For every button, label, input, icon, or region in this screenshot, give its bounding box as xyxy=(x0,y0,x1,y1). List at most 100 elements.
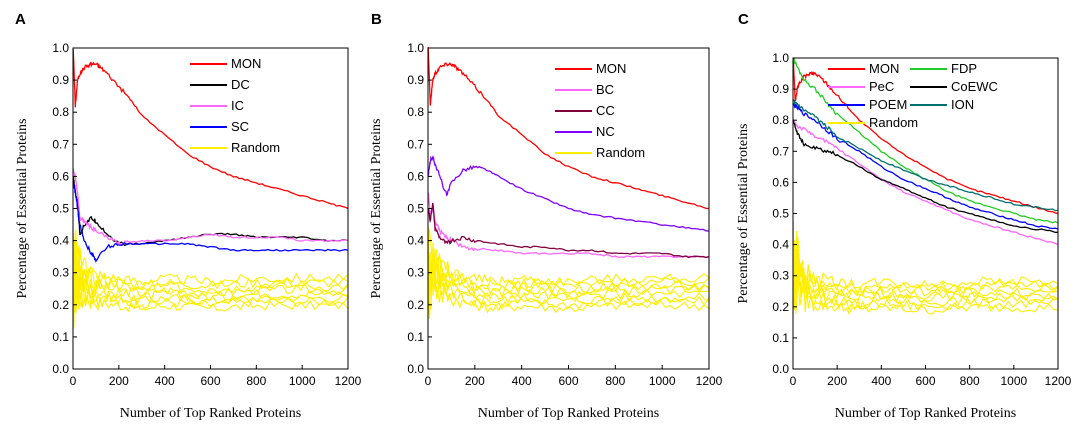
legend: MON PeC POEM Random FDP CoEWC ION xyxy=(828,61,998,130)
x-tick-label: 800 xyxy=(605,374,625,388)
legend-label-random: Random xyxy=(869,115,918,130)
x-axis-title: Number of Top Ranked Proteins xyxy=(835,406,1017,421)
series-line-random xyxy=(73,256,348,327)
legend-label-mon: MON xyxy=(869,61,899,76)
y-axis-title: Percentage of Essential Proteins xyxy=(369,118,384,298)
series-line-random xyxy=(793,221,1058,293)
legend-label-nc: NC xyxy=(596,124,615,139)
series-line-random xyxy=(793,232,1058,299)
y-tick-label: 0.4 xyxy=(52,234,69,248)
x-tick-label: 1000 xyxy=(1000,374,1027,388)
series-line-ion xyxy=(793,100,1058,211)
y-tick-label: 0.8 xyxy=(772,113,789,127)
legend-label-mon: MON xyxy=(231,56,261,71)
series-line-mon xyxy=(428,47,709,209)
y-tick-label: 1.0 xyxy=(52,41,69,55)
y-axis-title: Percentage of Essential Proteins xyxy=(736,123,751,303)
series-line-pec xyxy=(793,120,1058,245)
y-tick-label: 0.2 xyxy=(407,298,424,312)
y-tick-label: 0.2 xyxy=(772,300,789,314)
x-tick-label: 400 xyxy=(155,374,175,388)
chart-panel-c: C 0.0 0.1 0.2 0.3 0.4 0.5 0.6 0.7 0.8 0.9 1.0 0 200 40… xyxy=(736,11,1072,421)
y-tick-label: 0.0 xyxy=(52,362,69,376)
x-tick-label: 400 xyxy=(512,374,532,388)
series-line-nc xyxy=(428,157,709,231)
y-tick-label: 0.5 xyxy=(407,202,424,216)
y-tick-label: 0.4 xyxy=(407,234,424,248)
legend: MON DC IC SC Random xyxy=(190,56,280,155)
y-tick-label: 0.9 xyxy=(772,82,789,96)
y-tick-label: 0.8 xyxy=(52,105,69,119)
x-tick-label: 200 xyxy=(827,374,847,388)
y-tick-label: 0.1 xyxy=(407,330,424,344)
legend-label-random: Random xyxy=(596,145,645,160)
legend-label-poem: POEM xyxy=(869,97,907,112)
legend-label-dc: DC xyxy=(231,77,250,92)
x-tick-label: 1200 xyxy=(696,374,723,388)
y-tick-label: 0.3 xyxy=(772,269,789,283)
x-axis-title: Number of Top Ranked Proteins xyxy=(478,406,660,421)
y-tick-label: 0.1 xyxy=(52,330,69,344)
y-tick-label: 0.0 xyxy=(772,362,789,376)
x-tick-label: 600 xyxy=(915,374,935,388)
y-tick-label: 0.5 xyxy=(772,207,789,221)
x-tick-label: 800 xyxy=(960,374,980,388)
y-tick-label: 0.1 xyxy=(772,331,789,345)
y-tick-label: 0.3 xyxy=(52,266,69,280)
panel-letter: C xyxy=(738,11,749,28)
y-tick-label: 0.6 xyxy=(52,169,69,183)
series-line-random xyxy=(428,241,709,285)
series-line-sc xyxy=(73,183,348,261)
legend-label-coewc: CoEWC xyxy=(951,79,998,94)
x-tick-label: 800 xyxy=(246,374,266,388)
y-axis-title: Percentage of Essential Proteins xyxy=(15,118,30,298)
legend-label-random: Random xyxy=(231,140,280,155)
y-tick-label: 0.3 xyxy=(407,266,424,280)
legend-label-bc: BC xyxy=(596,82,614,97)
x-tick-label: 200 xyxy=(109,374,129,388)
y-tick-label: 1.0 xyxy=(407,41,424,55)
y-tick-label: 0.9 xyxy=(52,73,69,87)
chart-panel-b: B 0.0 0.1 0.2 0.3 0.4 0.5 0.6 0.7 0.8 0.9 1.0 0 200 40… xyxy=(369,11,723,421)
legend-label-cc: CC xyxy=(596,103,615,118)
y-tick-label: 0.8 xyxy=(407,105,424,119)
x-tick-label: 1200 xyxy=(1045,374,1072,388)
panel-letter: A xyxy=(15,11,26,28)
legend: MON BC CC NC Random xyxy=(555,61,645,160)
y-tick-label: 0.0 xyxy=(407,362,424,376)
y-tick-label: 0.5 xyxy=(52,202,69,216)
panel-letter: B xyxy=(371,11,382,28)
series-line-random xyxy=(73,240,348,293)
x-tick-label: 1000 xyxy=(289,374,316,388)
plot-frame xyxy=(73,48,348,369)
y-tick-label: 0.7 xyxy=(772,144,789,158)
x-tick-label: 600 xyxy=(200,374,220,388)
legend-label-ion: ION xyxy=(951,97,974,112)
legend-label-pec: PeC xyxy=(869,79,894,94)
x-tick-label: 0 xyxy=(425,374,432,388)
y-tick-label: 0.7 xyxy=(407,137,424,151)
legend-label-fdp: FDP xyxy=(951,61,977,76)
y-tick-label: 0.6 xyxy=(407,169,424,183)
x-axis-title: Number of Top Ranked Proteins xyxy=(120,406,302,421)
series-line-random xyxy=(73,248,348,312)
x-tick-label: 200 xyxy=(465,374,485,388)
figure: A 0.0 0.1 0.2 0.3 0.4 0.5 0.6 0.7 0.8 0.9 1.0 0 200 40… xyxy=(0,0,1084,426)
y-tick-label: 0.6 xyxy=(772,175,789,189)
y-tick-label: 0.7 xyxy=(52,137,69,151)
y-tick-label: 1.0 xyxy=(772,51,789,65)
x-tick-label: 0 xyxy=(70,374,77,388)
series-line-mon xyxy=(73,49,348,209)
series-line-random xyxy=(428,239,709,298)
x-tick-label: 600 xyxy=(558,374,578,388)
x-tick-label: 0 xyxy=(790,374,797,388)
chart-panel-a: A 0.0 0.1 0.2 0.3 0.4 0.5 0.6 0.7 0.8 0.9 1.0 0 200 40… xyxy=(15,11,362,421)
legend-label-ic: IC xyxy=(231,98,244,113)
x-tick-label: 400 xyxy=(871,374,891,388)
y-tick-label: 0.2 xyxy=(52,298,69,312)
y-tick-label: 0.4 xyxy=(772,238,789,252)
x-tick-label: 1200 xyxy=(335,374,362,388)
legend-label-mon: MON xyxy=(596,61,626,76)
y-tick-label: 0.9 xyxy=(407,73,424,87)
legend-label-sc: SC xyxy=(231,119,249,134)
